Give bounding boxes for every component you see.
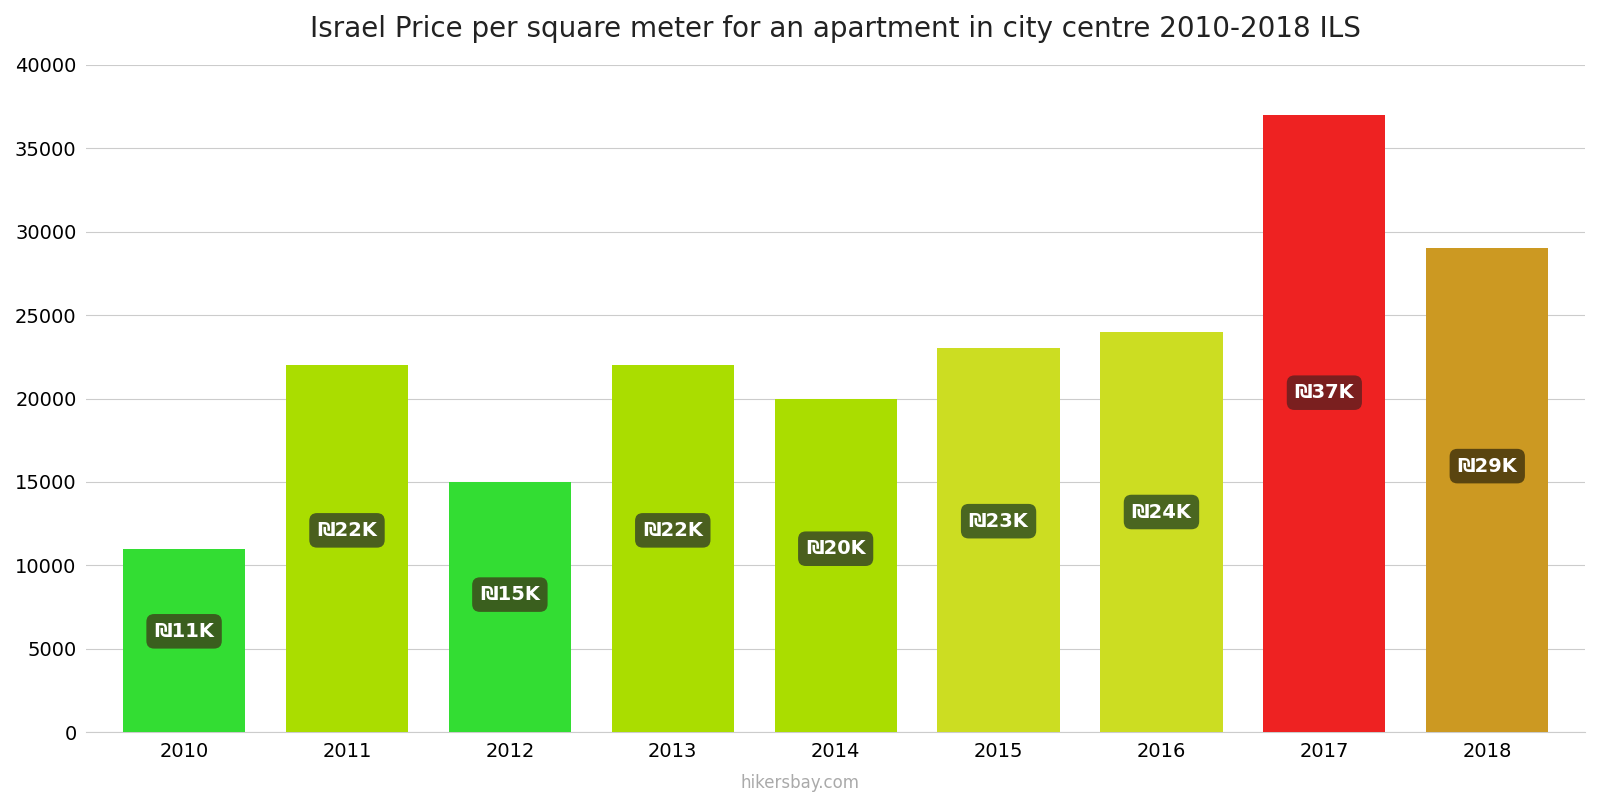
Bar [611,365,734,732]
Text: ₪29K: ₪29K [1458,457,1517,476]
Text: ₪15K: ₪15K [480,585,539,604]
Text: ₪22K: ₪22K [643,521,702,540]
Bar [1426,248,1549,732]
Bar [1101,332,1222,732]
Bar [1264,115,1386,732]
Text: ₪11K: ₪11K [154,622,214,641]
Text: ₪23K: ₪23K [968,512,1029,530]
Text: hikersbay.com: hikersbay.com [741,774,859,792]
Text: ₪24K: ₪24K [1131,502,1192,522]
Text: ₪22K: ₪22K [317,521,378,540]
Bar [448,482,571,732]
Bar [286,365,408,732]
Text: ₪20K: ₪20K [806,539,866,558]
Title: Israel Price per square meter for an apartment in city centre 2010-2018 ILS: Israel Price per square meter for an apa… [310,15,1362,43]
Bar [774,398,896,732]
Bar [938,349,1059,732]
Text: ₪37K: ₪37K [1294,383,1354,402]
Bar [123,549,245,732]
